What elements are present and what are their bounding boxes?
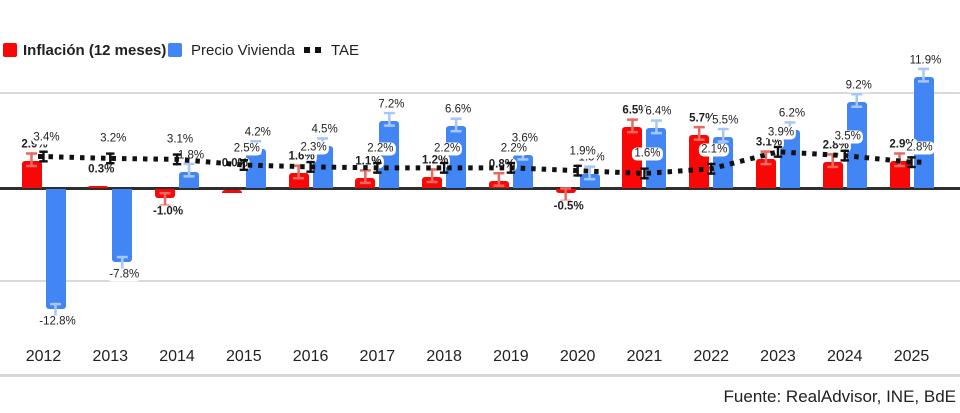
tae-value-label-2023: 3.9% [765, 126, 797, 140]
x-axis-year-2015: 2015 [226, 348, 262, 365]
vivienda-value-label-2019: 3.6% [509, 132, 540, 146]
x-axis-year-2013: 2013 [92, 348, 129, 365]
inflacion-bar-2025 [889, 161, 910, 189]
x-axis-year-2017: 2017 [359, 348, 396, 365]
x-axis-year-2020: 2020 [559, 348, 596, 365]
vivienda-value-label-2022: 5.5% [710, 114, 741, 128]
gridline-minus10 [0, 280, 960, 282]
inflacion-value-label-2018: 1.2% [420, 154, 451, 168]
tae-value-label-2017: 2.2% [365, 142, 396, 156]
vivienda-bar-2012 [45, 188, 66, 309]
x-axis-separator [0, 374, 960, 377]
inflacion-bar-2018 [422, 177, 443, 189]
inflacion-bar-2020 [555, 188, 576, 194]
x-axis-year-2019: 2019 [493, 348, 529, 365]
legend-swatch-vivienda [168, 43, 182, 57]
legend-tae-dot-icon [304, 47, 310, 53]
inflacion-bar-2013 [88, 185, 109, 189]
x-axis-year-2016: 2016 [292, 348, 329, 365]
inflacion-bar-2016 [288, 173, 309, 189]
inflacion-bar-2023 [755, 159, 776, 189]
inflacion-value-label-2021: 6.5% [620, 104, 651, 118]
vivienda-value-label-2018: 6.6% [443, 103, 474, 117]
x-axis-year-2014: 2014 [159, 348, 195, 365]
inflacion-value-label-2015: 0.0% [219, 157, 250, 170]
vivienda-value-label-2025: 11.9% [907, 54, 944, 68]
inflacion-value-label-2014: -1.0% [151, 205, 186, 219]
legend-swatch-inflacion [3, 43, 17, 57]
vivienda-bar-2020 [579, 174, 600, 189]
inflacion-bar-2024 [822, 162, 843, 189]
x-axis-year-2018: 2018 [426, 348, 462, 365]
vivienda-value-label-2014: 1.8% [175, 149, 207, 163]
x-axis-year-2023: 2023 [760, 348, 796, 365]
tae-value-label-2016: 2.3% [298, 141, 329, 155]
vivienda-bar-2014 [179, 171, 200, 189]
tae-value-label-2018: 2.2% [432, 142, 463, 156]
inflacion-bar-2015 [221, 189, 242, 193]
tae-value-label-2022: 2.1% [699, 143, 730, 157]
vivienda-value-label-2017: 7.2% [376, 98, 407, 112]
x-axis-year-2012: 2012 [25, 348, 62, 365]
legend-label-vivienda: Precio Vivienda [191, 42, 295, 59]
vivienda-value-label-2024: 9.2% [843, 79, 874, 93]
gridline-plus10 [0, 92, 960, 94]
inflacion-bar-2014 [155, 188, 176, 198]
tae-value-label-2021: 1.6% [632, 147, 663, 161]
tae-value-label-2025: 2.8% [904, 141, 935, 155]
vivienda-value-label-2016: 4.5% [309, 123, 340, 137]
inflacion-value-label-2017: 1.1% [353, 155, 384, 169]
vivienda-value-label-2013: -7.8% [107, 268, 142, 282]
inflacion-value-label-2013: 0.3% [86, 163, 117, 177]
x-axis-year-2022: 2022 [693, 348, 729, 365]
inflacion-bar-2019 [488, 180, 509, 189]
legend: Inflación (12 meses) Precio Vivienda TAE [0, 36, 960, 64]
x-axis-year-2021: 2021 [626, 348, 663, 365]
tae-value-label-2024: 3.5% [832, 130, 863, 144]
inflacion-value-label-2020: -0.5% [551, 200, 586, 214]
vivienda-bar-2025 [913, 76, 934, 189]
inflacion-bar-2012 [21, 161, 42, 189]
legend-label-inflacion: Inflación (12 meses) [23, 42, 167, 59]
x-axis-year-2024: 2024 [826, 348, 863, 365]
tae-value-label-2015: 2.5% [231, 142, 262, 156]
legend-label-tae: TAE [331, 42, 360, 59]
vivienda-value-label-2012: -12.8% [37, 315, 78, 329]
legend-tae-dot-icon [315, 47, 321, 53]
vivienda-value-label-2021: 6.4% [643, 105, 674, 119]
vivienda-value-label-2023: 6.2% [776, 107, 808, 121]
tae-value-label-2020: 1.9% [567, 145, 598, 159]
inflacion-value-label-2019: 0.8% [486, 158, 517, 172]
vivienda-value-label-2015: 4.2% [242, 126, 273, 140]
inflacion-value-label-2022: 5.7% [687, 112, 718, 126]
tae-value-label-2019: 2.2% [498, 142, 529, 156]
x-axis-year-2025: 2025 [893, 348, 930, 365]
zero-axis-line [0, 187, 960, 190]
inflacion-bar-2017 [355, 178, 376, 189]
source-footer: Fuente: RealAdvisor, INE, BdE [723, 387, 956, 406]
tae-value-label-2013: 3.2% [98, 132, 129, 146]
tae-value-label-2012: 3.4% [31, 131, 62, 145]
tae-value-label-2014: 3.1% [164, 133, 196, 147]
vivienda-bar-2013 [112, 188, 133, 262]
